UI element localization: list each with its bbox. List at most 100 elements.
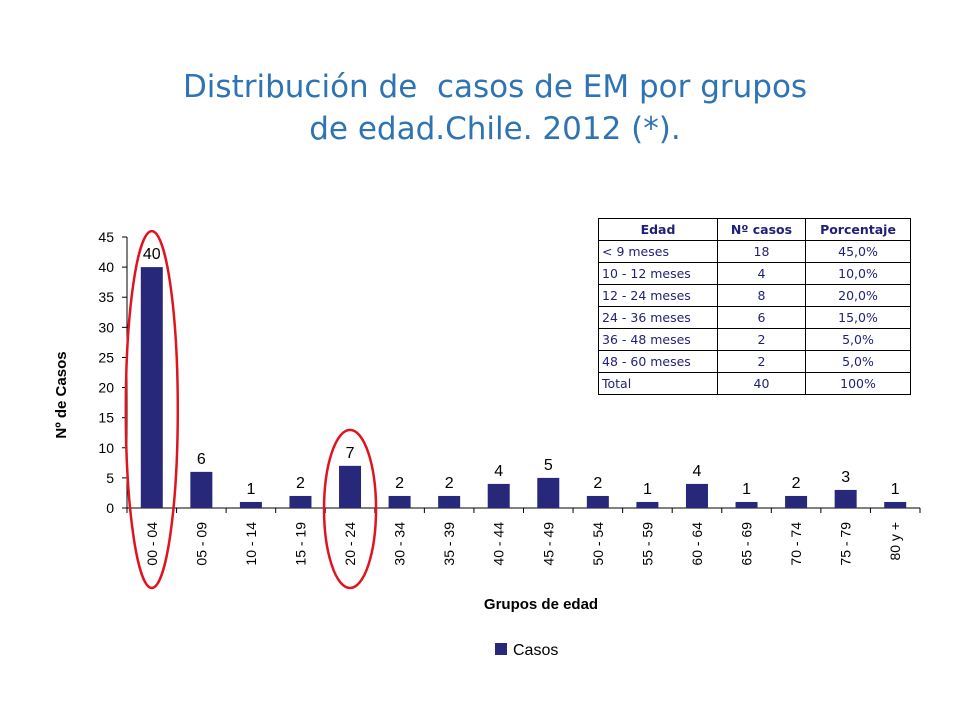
y-tick-label: 15: [98, 410, 114, 426]
data-label: 2: [296, 475, 305, 492]
table-cell-n-casos: 40: [717, 372, 806, 395]
bar: [487, 483, 510, 508]
highlight-ellipses: [124, 229, 378, 590]
y-tick-label: 25: [98, 349, 114, 365]
bar: [388, 495, 411, 508]
x-tick-label: 65 - 69: [739, 522, 755, 566]
table-cell-porcentaje: 10,0%: [805, 262, 911, 285]
table-cell-edad: < 9 meses: [598, 240, 718, 263]
table-cell-edad: 48 - 60 meses: [598, 350, 718, 373]
y-tick-label: 35: [98, 289, 114, 305]
bar: [140, 267, 163, 508]
table-cell-edad: 10 - 12 meses: [598, 262, 718, 285]
table-body: < 9 meses 18 45,0% 10 - 12 meses 4 10,0% 12 - …: [598, 240, 911, 395]
x-tick-label: 35 - 39: [441, 522, 457, 566]
table-cell-porcentaje: 20,0%: [805, 284, 911, 307]
chart-legend: Casos: [495, 642, 558, 659]
x-tick-label: 15 - 19: [292, 522, 308, 566]
table-cell-edad: 12 - 24 meses: [598, 284, 718, 307]
chart-bars: [140, 267, 907, 508]
table-header-edad: Edad: [598, 218, 718, 241]
y-tick-label: 40: [98, 259, 114, 275]
table-cell-edad: 24 - 36 meses: [598, 306, 718, 329]
y-axis-title: Nº de Casos: [53, 351, 70, 438]
data-label: 2: [445, 475, 454, 492]
x-tick-label: 70 - 74: [788, 522, 804, 566]
x-tick-label: 05 - 09: [193, 522, 209, 566]
table-cell-n-casos: 4: [717, 262, 806, 285]
y-tick-label: 45: [98, 229, 114, 245]
legend-swatch: [495, 643, 507, 655]
table-cell-n-casos: 8: [717, 284, 806, 307]
data-label: 1: [742, 481, 751, 498]
y-tick-label: 10: [98, 440, 114, 456]
table-row: 48 - 60 meses 2 5,0%: [598, 350, 911, 373]
bar: [884, 501, 907, 508]
data-label: 40: [143, 246, 161, 263]
table-header-porcentaje: Porcentaje: [805, 218, 911, 241]
y-tick-label: 30: [98, 319, 114, 335]
table-row: < 9 meses 18 45,0%: [598, 240, 911, 263]
x-tick-label: 00 - 04: [144, 522, 160, 566]
x-tick-label: 55 - 59: [639, 522, 655, 566]
table-cell-porcentaje: 5,0%: [805, 328, 911, 351]
data-label: 5: [544, 457, 553, 474]
slide-title: Distribución de casos de EM por grupos d…: [0, 66, 960, 150]
table-cell-n-casos: 18: [717, 240, 806, 263]
data-label: 2: [395, 475, 404, 492]
data-label: 4: [494, 463, 503, 480]
table-cell-n-casos: 2: [717, 328, 806, 351]
bar: [190, 471, 213, 508]
data-label: 1: [891, 481, 900, 498]
data-label: 1: [246, 481, 255, 498]
table-cell-porcentaje: 5,0%: [805, 350, 911, 373]
bar: [239, 501, 262, 508]
bar: [289, 495, 312, 508]
highlight-ellipse: [322, 428, 378, 590]
age-distribution-table: Edad Nº casos Porcentaje < 9 meses 18 45,0…: [598, 218, 911, 395]
bar: [735, 501, 758, 508]
table-cell-n-casos: 2: [717, 350, 806, 373]
x-tick-label: 40 - 44: [491, 522, 507, 566]
highlight-ellipse: [124, 229, 180, 590]
table-cell-porcentaje: 45,0%: [805, 240, 911, 263]
x-tick-label: 75 - 79: [838, 522, 854, 566]
y-tick-label: 20: [98, 380, 114, 396]
table-row: 10 - 12 meses 4 10,0%: [598, 262, 911, 285]
table-header-row: Edad Nº casos Porcentaje: [598, 218, 911, 241]
y-tick-label: 0: [106, 500, 114, 516]
table-cell-porcentaje: 15,0%: [805, 306, 911, 329]
data-label: 1: [643, 481, 652, 498]
bar: [685, 483, 708, 508]
table-header-n-casos: Nº casos: [717, 218, 806, 241]
x-tick-label: 10 - 14: [243, 522, 259, 566]
table-cell-edad: 36 - 48 meses: [598, 328, 718, 351]
x-tick-label: 60 - 64: [689, 522, 705, 566]
bar: [438, 495, 461, 508]
y-tick-label: 5: [106, 470, 114, 486]
bar: [537, 477, 560, 508]
slide-title-line-1: Distribución de casos de EM por grupos: [182, 69, 808, 105]
table-row: 24 - 36 meses 6 15,0%: [598, 306, 911, 329]
table-row: 12 - 24 meses 8 20,0%: [598, 284, 911, 307]
table-row: 36 - 48 meses 2 5,0%: [598, 328, 911, 351]
data-label: 7: [346, 445, 355, 462]
x-tick-label: 80 y +: [887, 522, 903, 561]
x-axis-title: Grupos de edad: [484, 596, 598, 613]
x-tick-label: 50 - 54: [590, 522, 606, 566]
legend-label: Casos: [513, 642, 558, 659]
x-tick-label: 20 - 24: [342, 522, 358, 566]
table-cell-n-casos: 6: [717, 306, 806, 329]
data-label: 4: [693, 463, 702, 480]
bar: [339, 465, 362, 508]
table-cell-porcentaje: 100%: [805, 372, 911, 395]
x-tick-label: 30 - 34: [392, 522, 408, 566]
bar: [785, 495, 808, 508]
slide-title-line-2: de edad.Chile. 2012 (*).: [309, 111, 681, 147]
data-label: 3: [841, 469, 850, 486]
data-label: 2: [593, 475, 602, 492]
table-cell-edad: Total: [598, 372, 718, 395]
